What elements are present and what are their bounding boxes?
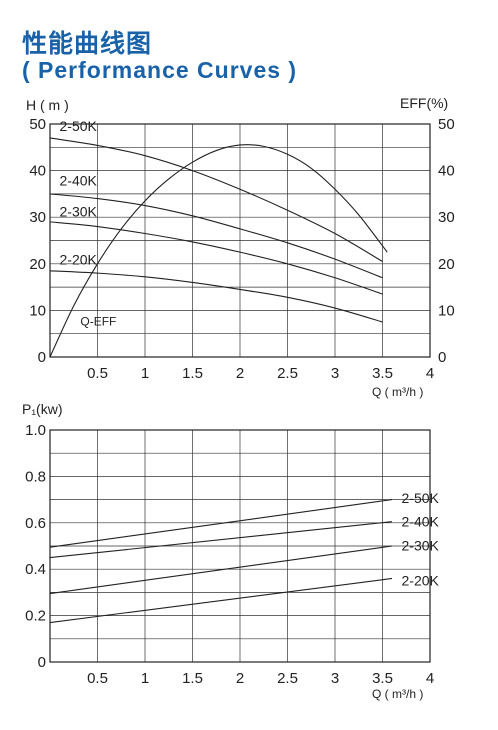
x-tick-label: 3.5 — [372, 670, 393, 687]
series-label: 2-30K — [60, 203, 98, 219]
series-line-2-40k — [49, 521, 393, 559]
y-right-tick-label: 50 — [438, 116, 455, 133]
page-title-en: ( Performance Curves ) — [22, 57, 298, 83]
plot-frame — [49, 429, 431, 663]
series-label: Q-EFF — [80, 314, 116, 328]
y-tick-label: 20 — [29, 256, 46, 273]
series-label: 2-40K — [60, 173, 98, 189]
series-line-2-30k — [49, 545, 393, 595]
y-right-tick-label: 0 — [438, 349, 446, 366]
series-line-2-30k — [49, 221, 383, 295]
y-right-tick-label: 10 — [438, 302, 455, 319]
series-line-2-40k — [49, 193, 383, 279]
x-tick-label: 2 — [236, 670, 244, 687]
flow-axis-label-bottom: Q ( m³/h ) — [372, 687, 423, 701]
x-tick-label: 0.5 — [87, 670, 108, 687]
page-title-cn: 性能曲线图 — [22, 30, 153, 58]
series-label: 2-40K — [402, 513, 440, 529]
flow-axis-label-top: Q ( m³/h ) — [372, 385, 423, 399]
y-tick-label: 0.6 — [25, 515, 46, 532]
y-right-tick-label: 40 — [438, 163, 455, 180]
series-label: 2-50K — [402, 490, 440, 506]
plot-frame — [49, 123, 431, 358]
y-right-tick-label: 20 — [438, 256, 455, 273]
x-tick-label: 3 — [331, 365, 339, 382]
x-tick-label: 1.5 — [182, 670, 203, 687]
y-tick-label: 0.8 — [25, 468, 46, 485]
head-axis-label: H ( m ) — [26, 97, 69, 113]
y-tick-label: 40 — [29, 163, 46, 180]
x-tick-label: 2.5 — [277, 670, 298, 687]
series-label: 2-30K — [402, 538, 440, 554]
x-tick-label: 4 — [426, 670, 434, 687]
series-line-q-eff — [49, 144, 388, 358]
y-tick-label: 30 — [29, 209, 46, 226]
x-tick-label: 3 — [331, 670, 339, 687]
x-tick-label: 1 — [141, 365, 149, 382]
x-tick-label: 2 — [236, 365, 244, 382]
y-tick-label: 0.4 — [25, 561, 46, 578]
y-tick-label: 10 — [29, 302, 46, 319]
series-label: 2-20K — [402, 572, 440, 588]
y-tick-label: 0.2 — [25, 608, 46, 625]
series-label: 2-50K — [60, 118, 98, 134]
y-tick-label: 1.0 — [25, 422, 46, 439]
series-line-2-20k — [49, 270, 383, 323]
x-tick-label: 1.5 — [182, 365, 203, 382]
series-line-2-50k — [49, 137, 383, 262]
y-tick-label: 0 — [38, 349, 46, 366]
y-tick-label: 0 — [38, 654, 46, 671]
x-tick-label: 1 — [141, 670, 149, 687]
y-right-tick-label: 30 — [438, 209, 455, 226]
efficiency-axis-label: EFF(%) — [400, 95, 448, 111]
power-axis-label: P₁(kw) — [22, 401, 63, 417]
y-tick-label: 50 — [29, 116, 46, 133]
x-tick-label: 0.5 — [87, 365, 108, 382]
x-tick-label: 3.5 — [372, 365, 393, 382]
series-line-2-20k — [49, 577, 393, 624]
x-tick-label: 4 — [426, 365, 434, 382]
x-tick-label: 2.5 — [277, 365, 298, 382]
series-label: 2-20K — [60, 252, 98, 268]
series-line-2-50k — [49, 499, 393, 548]
